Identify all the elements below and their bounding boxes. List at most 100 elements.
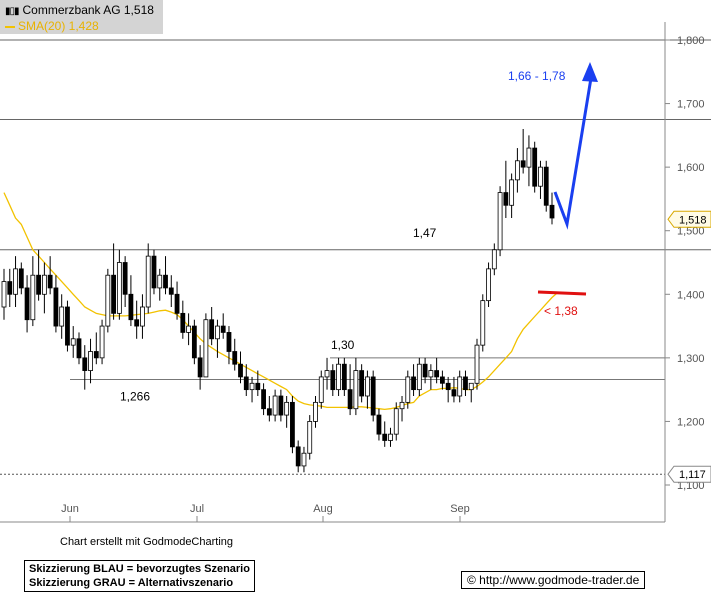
candle-body (393, 408, 399, 435)
candle-body (18, 268, 24, 289)
candle-body (105, 274, 111, 327)
candle-body (313, 401, 318, 422)
x-tick-label: Jun (61, 503, 79, 515)
candle-body (468, 382, 474, 391)
x-tick-label: Aug (313, 503, 333, 515)
candle-body (370, 376, 376, 416)
source-url[interactable]: © http://www.godmode-trader.de (461, 571, 646, 589)
chart-credit: Chart erstellt mit GodmodeCharting (60, 536, 234, 548)
y-tick-label: 1,200 (677, 416, 705, 428)
candle-body (82, 357, 88, 371)
candle-body (388, 433, 393, 441)
candle-body (99, 325, 105, 359)
candle-body (122, 262, 128, 295)
candle-body (70, 338, 76, 346)
candle-body (186, 325, 191, 333)
candle-body (382, 433, 388, 441)
candle-body (451, 389, 457, 397)
candle-body (509, 179, 515, 206)
candle-body (76, 338, 82, 359)
candle-body (65, 306, 70, 346)
y-tick-label: 1,300 (677, 353, 705, 365)
candle-body (1, 281, 7, 308)
candle-body (7, 281, 13, 295)
y-tick-label: 1,400 (677, 289, 705, 301)
candle-body (353, 370, 359, 410)
candle-body (59, 306, 65, 327)
blue-scenario-path (553, 71, 594, 230)
current-price-tag (667, 210, 711, 228)
x-tick-label: Sep (450, 503, 470, 515)
candle-body (295, 446, 301, 467)
candle-body (336, 363, 341, 391)
candle-body (497, 192, 503, 251)
candle-body (290, 401, 295, 448)
candle-body (24, 287, 30, 321)
candle-body (272, 395, 278, 416)
annotation-1266: 1,266 (120, 389, 150, 403)
candle-body (416, 363, 422, 391)
scenario-legend: Skizzierung BLAU = bevorzugtes Szenario … (24, 560, 255, 592)
candle-body (151, 255, 157, 289)
current-price-label: 1,518 (679, 214, 707, 226)
candle-body (347, 389, 353, 410)
candle-body (532, 147, 538, 187)
candle-body (140, 306, 145, 327)
candle-body (376, 414, 382, 435)
candle-body (538, 166, 543, 187)
candle-body (324, 370, 330, 378)
candle-body (47, 274, 53, 289)
candle-body (365, 376, 370, 397)
candle-body (128, 293, 134, 321)
candle-body (514, 160, 520, 181)
candle-body (209, 319, 215, 340)
candle-body (41, 274, 47, 295)
candlestick-chart-icon: ▮▯▮ (5, 6, 19, 17)
candle-body (93, 351, 99, 359)
candle-body (411, 376, 416, 391)
candle-body (249, 382, 255, 391)
candle-body (359, 370, 365, 397)
candle-body (220, 325, 226, 333)
annotations: 1,266 1,30 1,47 1,66 - 1,78 < 1,38 1,518 1,117 (120, 62, 711, 483)
candle-body (399, 401, 405, 410)
candle-body (549, 204, 555, 219)
y-axis: 1,100 1,200 1,300 1,400 1,500 1,600 1,700 1,800 (664, 22, 705, 522)
candle-body (422, 363, 428, 378)
candle-body (168, 287, 174, 295)
x-tick-label: Jul (190, 503, 204, 515)
candles (1, 129, 555, 473)
candle-body (238, 363, 243, 378)
legend-symbol-text: Commerzbank AG 1,518 (22, 3, 154, 17)
candle-body (463, 376, 468, 391)
candle-body (53, 287, 59, 327)
candle-body (174, 293, 180, 314)
annotation-130: 1,30 (331, 338, 355, 352)
annotation-target: 1,66 - 1,78 (508, 69, 566, 83)
candle-body (197, 357, 203, 378)
legend-symbol-row: ▮▯▮ Commerzbank AG 1,518 (5, 3, 154, 17)
candle-body (226, 332, 232, 352)
low-price-tag (667, 465, 711, 483)
candle-body (439, 376, 445, 384)
candle-body (180, 312, 186, 333)
candle-body (30, 274, 36, 321)
candle-body (278, 395, 284, 416)
candle-body (284, 401, 290, 416)
legend-sma-text: SMA(20) 1,428 (18, 19, 99, 33)
candle-body (111, 274, 116, 314)
candle-body (434, 370, 440, 378)
candle-body (318, 376, 324, 403)
y-tick-label: 1,500 (677, 226, 705, 238)
candle-body (330, 370, 336, 391)
candle-body (157, 274, 163, 289)
candle-body (215, 325, 220, 340)
candle-body (457, 376, 463, 397)
blue-arrowhead (582, 62, 598, 82)
candle-body (116, 262, 122, 314)
candle-body (243, 376, 249, 391)
candle-body (474, 344, 480, 384)
low-price-label: 1,117 (679, 469, 706, 481)
candle-body (191, 325, 197, 359)
sma-swatch (5, 25, 15, 28)
